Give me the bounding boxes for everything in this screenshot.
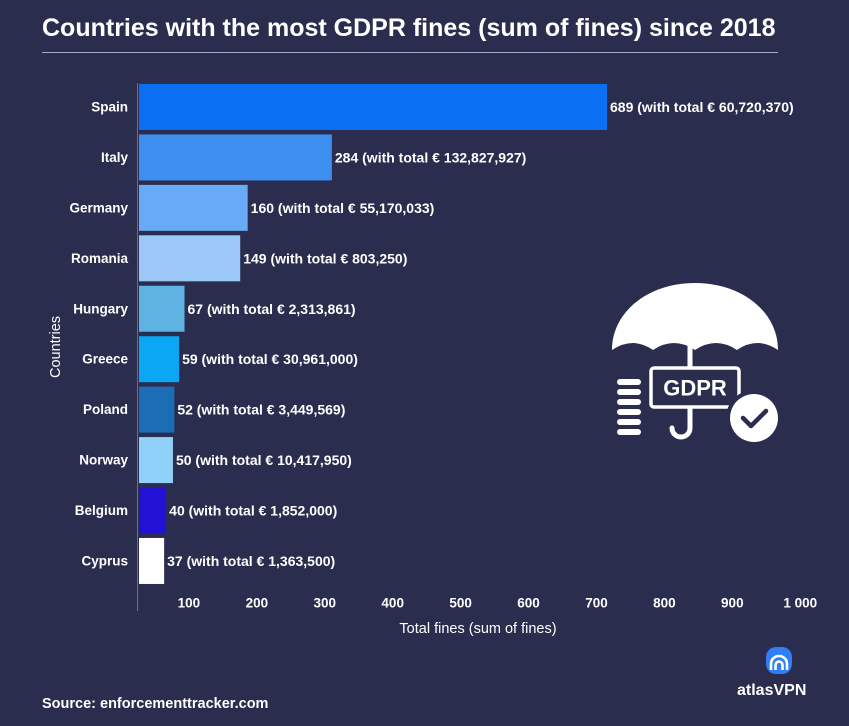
data-label-germany: 160 (with total € 55,170,033) xyxy=(251,200,435,216)
chart-title: Countries with the most GDPR fines (sum … xyxy=(42,14,776,42)
x-tick-label-1000: 1 000 xyxy=(783,596,817,611)
check-circle-icon xyxy=(726,390,782,446)
category-label-greece: Greece xyxy=(82,352,128,367)
x-tick-label-500: 500 xyxy=(449,596,472,611)
umbrella-handle xyxy=(669,343,693,440)
y-axis-title: Countries xyxy=(48,316,64,378)
category-label-romania: Romania xyxy=(71,251,129,266)
x-tick-label-300: 300 xyxy=(314,596,337,611)
data-label-poland: 52 (with total € 3,449,569) xyxy=(177,402,345,418)
category-label-poland: Poland xyxy=(83,402,128,417)
data-label-spain: 689 (with total € 60,720,370) xyxy=(610,99,794,115)
category-label-hungary: Hungary xyxy=(73,301,128,316)
title-underline xyxy=(42,52,778,53)
source-note: Source: enforcementtracker.com xyxy=(42,696,269,712)
bar-romania xyxy=(139,235,241,282)
bar-cyprus xyxy=(139,537,165,584)
gdpr-badge-box xyxy=(649,366,741,409)
x-tick-label-400: 400 xyxy=(381,596,404,611)
bar-hungary xyxy=(139,285,185,332)
bar-spain xyxy=(139,84,607,130)
data-label-cyprus: 37 (with total € 1,363,500) xyxy=(167,553,335,569)
x-tick-label-200: 200 xyxy=(246,596,269,611)
data-label-romania: 149 (with total € 803,250) xyxy=(243,250,407,266)
bar-italy xyxy=(139,134,332,181)
category-label-cyprus: Cyprus xyxy=(81,553,128,568)
bar-group xyxy=(139,84,607,584)
x-axis-title: Total fines (sum of fines) xyxy=(399,621,556,637)
bar-germany xyxy=(139,184,248,231)
data-label-hungary: 67 (with total € 2,313,861) xyxy=(188,301,356,317)
category-label-italy: Italy xyxy=(101,150,129,165)
x-tick-label-700: 700 xyxy=(585,596,608,611)
category-label-spain: Spain xyxy=(91,100,128,115)
category-label-belgium: Belgium xyxy=(75,503,128,518)
bar-norway xyxy=(139,437,173,484)
category-label-norway: Norway xyxy=(79,453,128,468)
category-label-group: Spain Italy Germany Romania Hungary Greece Pol… xyxy=(69,100,128,569)
atlasvpn-logo-icon xyxy=(766,647,792,674)
gdpr-badge-label: GDPR xyxy=(663,376,727,401)
data-label-italy: 284 (with total € 132,827,927) xyxy=(335,149,526,165)
bar-poland xyxy=(139,386,175,433)
umbrella-canopy xyxy=(612,283,778,350)
coin-stack-icon xyxy=(617,379,641,435)
bar-belgium xyxy=(139,487,167,534)
x-tick-label-800: 800 xyxy=(653,596,676,611)
data-label-belgium: 40 (with total € 1,852,000) xyxy=(169,503,337,519)
x-tick-label-900: 900 xyxy=(721,596,744,611)
x-tick-label-600: 600 xyxy=(517,596,540,611)
gdpr-umbrella-icon: GDPR xyxy=(612,283,782,446)
atlasvpn-wordmark: atlasVPN xyxy=(737,682,807,699)
data-label-greece: 59 (with total € 30,961,000) xyxy=(182,351,358,367)
data-label-norway: 50 (with total € 10,417,950) xyxy=(176,452,352,468)
category-label-germany: Germany xyxy=(69,200,128,215)
x-tick-label-100: 100 xyxy=(178,596,201,611)
bar-greece xyxy=(139,336,180,383)
data-label-group: 689 (with total € 60,720,370) 284 (with t… xyxy=(167,99,794,569)
x-tick-label-group: 100 200 300 400 500 600 700 800 900 1 000 xyxy=(178,596,817,611)
